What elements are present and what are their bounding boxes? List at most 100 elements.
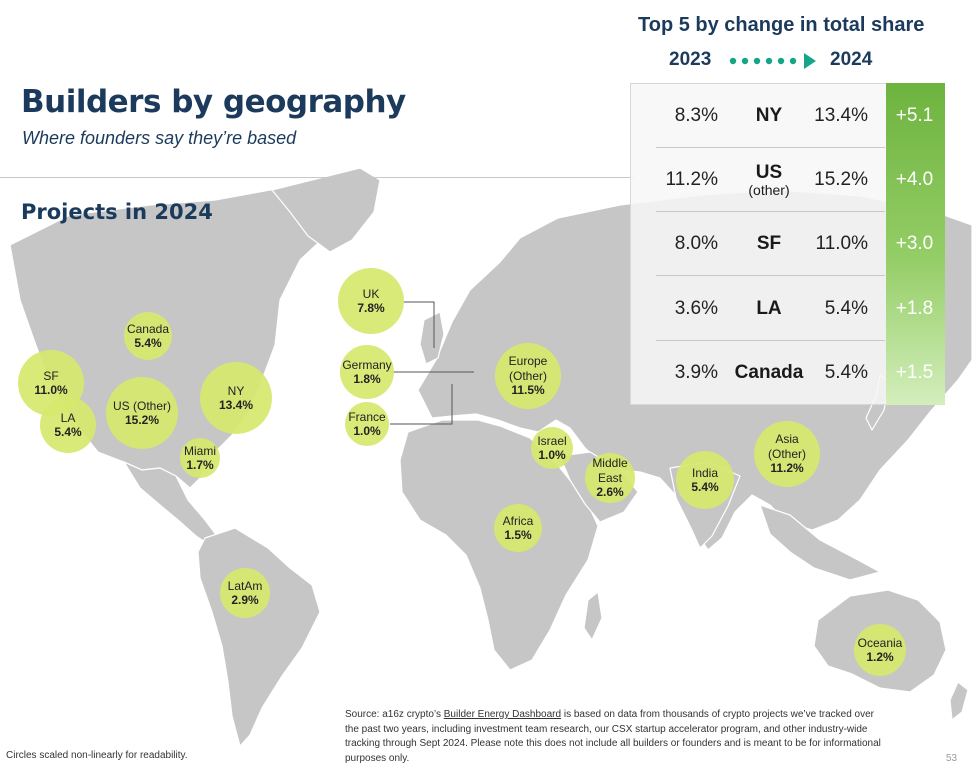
bubble-name: Israel xyxy=(537,433,567,448)
page-title: Builders by geography xyxy=(21,84,406,120)
city-label: LA xyxy=(756,297,782,319)
bubble-value: 11.5% xyxy=(511,383,545,398)
bubble-la: LA 5.4% xyxy=(40,397,96,453)
bubble-name: LA xyxy=(60,410,76,425)
page-number: 53 xyxy=(946,753,958,764)
bubble-name: East xyxy=(597,470,622,485)
bubble-value: 1.7% xyxy=(186,458,214,472)
uk-leader-line xyxy=(404,301,435,348)
bubble-name: Oceania xyxy=(857,635,903,650)
bubble-value: 7.8% xyxy=(357,301,385,315)
bubble-value: 11.0% xyxy=(34,383,68,397)
bubble-name: Miami xyxy=(184,443,216,458)
row-divider xyxy=(656,275,885,277)
bubble-name: France xyxy=(348,409,386,424)
bubble-germany: Germany 1.8% xyxy=(340,345,394,399)
value-2024: 5.4% xyxy=(824,361,868,383)
bubble-value: 1.5% xyxy=(504,528,532,542)
bubble-name: Canada xyxy=(126,321,170,336)
madagascar-land xyxy=(583,591,603,641)
change-value: +5.1 xyxy=(895,105,934,126)
city-name: US (other) xyxy=(730,148,808,212)
bubble-value: 2.6% xyxy=(596,485,624,500)
scale-note: Circles scaled non-linearly for readabil… xyxy=(6,750,188,761)
greenland-land xyxy=(271,167,381,253)
city-name: NY xyxy=(730,84,808,148)
header-divider xyxy=(0,177,634,178)
uk-land xyxy=(419,311,445,365)
row-divider xyxy=(656,147,885,148)
city-label: US xyxy=(755,161,783,183)
south-america-land xyxy=(197,527,321,747)
row-divider xyxy=(656,339,885,341)
bubble-asia-other: Asia (Other) 11.2% xyxy=(754,421,820,487)
bubble-value: 1.0% xyxy=(353,424,381,438)
bubble-value: 5.4% xyxy=(134,336,162,350)
bubble-name: UK xyxy=(362,286,380,301)
bubble-latam: LatAm 2.9% xyxy=(220,568,270,618)
bubble-value: 15.2% xyxy=(124,413,160,427)
arrow-dots-icon xyxy=(729,53,816,69)
change-value: +1.5 xyxy=(895,361,934,383)
bubble-name: India xyxy=(691,465,719,480)
change-value: +3.0 xyxy=(895,233,934,255)
bubble-ny: NY 13.4% xyxy=(200,362,272,434)
table-title: Top 5 by change in total share xyxy=(638,14,925,36)
southeast-asia-land xyxy=(759,504,881,581)
bubble-middle-east: Middle East 2.6% xyxy=(585,453,635,503)
bubble-us-other: US (Other) 15.2% xyxy=(106,377,178,449)
value-2023: 8.0% xyxy=(674,233,718,255)
bubble-name: Germany xyxy=(342,357,392,372)
city-label: SF xyxy=(756,233,782,255)
year-2023-header: 2023 xyxy=(669,49,712,70)
change-value: +1.8 xyxy=(895,297,934,319)
bubble-name: (Other) xyxy=(767,446,806,461)
bubble-name: NY xyxy=(227,383,245,398)
bubble-name: Asia xyxy=(775,432,799,447)
value-2023: 3.9% xyxy=(674,361,718,383)
bubble-value: 1.2% xyxy=(866,650,894,664)
page-subtitle: Where founders say they’re based xyxy=(22,128,297,148)
value-2023: 8.3% xyxy=(674,105,718,126)
source-note: Source: a16z crypto’s Builder Energy Das… xyxy=(345,708,885,766)
value-2024: 15.2% xyxy=(814,169,868,191)
city-label: NY xyxy=(755,105,783,127)
change-value: +4.0 xyxy=(895,169,934,191)
source-text: is based on data from thousands of crypt… xyxy=(345,709,881,764)
bubble-name: Middle xyxy=(592,456,628,471)
city-name: SF xyxy=(730,212,808,276)
source-link[interactable]: Builder Energy Dashboard xyxy=(443,709,562,720)
table-row: 3.9% Canada 5.4% +1.5 xyxy=(630,341,943,405)
table-row: 3.6% LA 5.4% +1.8 xyxy=(630,277,943,341)
bubble-uk: UK 7.8% xyxy=(338,268,404,334)
bubble-value: 11.2% xyxy=(770,461,804,476)
table-row: 8.3% NY 13.4% +5.1 xyxy=(630,84,943,148)
africa-land xyxy=(399,419,599,671)
bubble-value: 1.0% xyxy=(538,448,566,462)
bubble-miami: Miami 1.7% xyxy=(180,438,220,478)
value-2023: 11.2% xyxy=(665,169,718,191)
value-2024: 11.0% xyxy=(815,233,868,255)
france-leader-line xyxy=(390,384,453,425)
table-row: 8.0% SF 11.0% +3.0 xyxy=(630,212,943,277)
bubble-name: SF xyxy=(43,368,59,383)
year-2024-header: 2024 xyxy=(830,49,873,70)
new-zealand-land xyxy=(949,681,969,721)
bubble-name: Europe xyxy=(508,354,548,369)
section-title: Projects in 2024 xyxy=(21,200,213,224)
bubble-value: 5.4% xyxy=(54,425,82,439)
bubble-africa: Africa 1.5% xyxy=(494,504,542,552)
city-name: LA xyxy=(730,277,808,341)
change-column-fill xyxy=(886,83,945,405)
value-2024: 5.4% xyxy=(824,297,868,319)
bubble-israel: Israel 1.0% xyxy=(531,427,573,469)
bubble-value: 1.8% xyxy=(353,372,381,386)
bubble-name: US (Other) xyxy=(112,398,171,413)
city-sublabel: (other) xyxy=(748,181,790,198)
bubble-name: LatAm xyxy=(227,578,263,593)
bubble-name: (Other) xyxy=(508,368,547,383)
bubble-canada: Canada 5.4% xyxy=(124,312,172,360)
bubble-value: 5.4% xyxy=(691,480,719,494)
table-row: 11.2% US (other) 15.2% +4.0 xyxy=(630,148,943,213)
bubble-value: 13.4% xyxy=(218,398,254,412)
